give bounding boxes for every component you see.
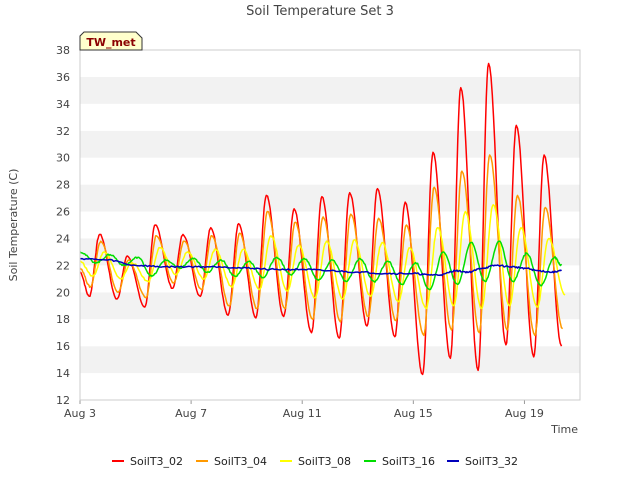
x-axis-label: Time: [550, 423, 578, 436]
y-tick-label: 14: [56, 367, 70, 380]
plot-background: [80, 50, 580, 400]
grid-band: [80, 76, 580, 104]
grid-band: [80, 130, 580, 158]
x-tick-label: Aug 3: [64, 407, 96, 420]
y-tick-label: 36: [56, 71, 70, 84]
y-tick-label: 16: [56, 340, 70, 353]
legend-item: SoilT3_16: [364, 455, 435, 468]
y-tick-label: 24: [56, 232, 70, 245]
x-tick-label: Aug 11: [283, 407, 322, 420]
x-tick-label: Aug 19: [505, 407, 544, 420]
y-axis-ticks: 12 14 16 18 20 22 24 26 28 30 32 34 36 38: [56, 44, 70, 407]
grid-band: [80, 50, 580, 77]
legend-label: SoilT3_02: [130, 455, 183, 468]
legend-item: SoilT3_32: [447, 455, 518, 468]
series-line-soilt3-16: [79, 240, 563, 291]
y-tick-label: 20: [56, 286, 70, 299]
grid-band: [80, 319, 580, 347]
legend-label: SoilT3_16: [382, 455, 435, 468]
legend-item: SoilT3_02: [112, 455, 183, 468]
grid-band: [80, 346, 580, 374]
grid-band: [80, 373, 580, 400]
y-tick-label: 30: [56, 152, 70, 165]
legend-label: SoilT3_08: [298, 455, 351, 468]
x-tick-label: Aug 15: [394, 407, 433, 420]
legend-item: SoilT3_08: [280, 455, 351, 468]
x-tick-label: Aug 7: [175, 407, 207, 420]
y-tick-label: 18: [56, 313, 70, 326]
series-line-soilt3-02: [79, 62, 563, 376]
site-badge: TW_met: [79, 31, 143, 51]
legend-label: SoilT3_32: [465, 455, 518, 468]
legend-item: SoilT3_04: [196, 455, 267, 468]
y-tick-label: 38: [56, 44, 70, 57]
grid-band: [80, 292, 580, 320]
grid-band: [80, 157, 580, 185]
site-badge-label: TW_met: [86, 36, 135, 49]
y-tick-label: 28: [56, 179, 70, 192]
series-line-soilt3-04: [79, 154, 564, 337]
series-layer: [79, 62, 566, 376]
legend: SoilT3_02 SoilT3_04 SoilT3_08 SoilT3_16 Soil…: [112, 455, 518, 468]
grid-band: [80, 184, 580, 212]
grid-band: [80, 103, 580, 131]
y-tick-label: 26: [56, 206, 70, 219]
y-tick-label: 34: [56, 98, 70, 111]
plot-frame: [79, 49, 581, 401]
y-tick-label: 32: [56, 125, 70, 138]
legend-label: SoilT3_04: [214, 455, 267, 468]
site-badge-shape: [79, 31, 143, 51]
y-axis-label: Soil Temperature (C): [7, 169, 20, 282]
y-tick-label: 12: [56, 394, 70, 407]
chart-title: Soil Temperature Set 3: [246, 4, 394, 19]
x-axis-ticks: Aug 3 Aug 7 Aug 11 Aug 15 Aug 19: [64, 400, 544, 420]
series-line-soilt3-32: [79, 257, 563, 277]
y-tick-label: 22: [56, 259, 70, 272]
